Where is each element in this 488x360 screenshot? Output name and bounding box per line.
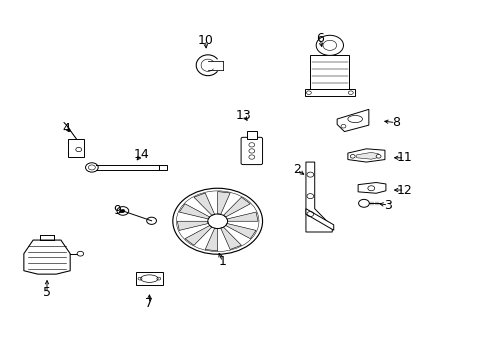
Polygon shape	[217, 192, 230, 214]
Polygon shape	[226, 212, 258, 221]
Text: 7: 7	[145, 297, 153, 310]
Ellipse shape	[141, 275, 158, 282]
Text: 10: 10	[197, 33, 213, 47]
FancyBboxPatch shape	[310, 55, 348, 89]
Polygon shape	[177, 221, 208, 230]
Circle shape	[121, 210, 124, 212]
Polygon shape	[356, 152, 378, 159]
Polygon shape	[184, 225, 211, 245]
Circle shape	[85, 163, 98, 172]
Circle shape	[117, 207, 128, 215]
Polygon shape	[194, 193, 214, 215]
Text: 14: 14	[133, 148, 149, 161]
Text: 3: 3	[384, 199, 391, 212]
Bar	[246, 131, 256, 139]
Circle shape	[248, 149, 254, 153]
Bar	[68, 139, 84, 157]
FancyBboxPatch shape	[241, 137, 262, 165]
Polygon shape	[336, 109, 368, 132]
Circle shape	[248, 143, 254, 147]
Text: 4: 4	[62, 122, 70, 135]
Text: 9: 9	[113, 204, 121, 217]
Circle shape	[375, 154, 380, 158]
Polygon shape	[347, 149, 384, 162]
Polygon shape	[24, 240, 70, 274]
Circle shape	[146, 217, 156, 224]
Bar	[159, 165, 166, 170]
Text: 11: 11	[396, 151, 411, 164]
Text: 1: 1	[218, 255, 226, 268]
Polygon shape	[220, 227, 241, 249]
Text: 13: 13	[235, 109, 251, 122]
Text: 6: 6	[316, 32, 324, 45]
Ellipse shape	[347, 116, 362, 123]
Polygon shape	[225, 224, 256, 239]
Text: 8: 8	[391, 116, 399, 129]
Circle shape	[358, 199, 368, 207]
Polygon shape	[205, 228, 217, 251]
Text: 2: 2	[293, 163, 301, 176]
Circle shape	[367, 186, 374, 191]
Circle shape	[248, 155, 254, 159]
Circle shape	[316, 35, 343, 55]
Text: 5: 5	[43, 287, 51, 300]
Text: 12: 12	[396, 184, 411, 197]
Bar	[305, 89, 354, 96]
Circle shape	[349, 154, 354, 158]
Polygon shape	[223, 197, 250, 217]
Polygon shape	[305, 209, 333, 230]
Polygon shape	[305, 162, 331, 232]
Bar	[136, 272, 163, 285]
Polygon shape	[179, 204, 209, 219]
Polygon shape	[357, 183, 385, 193]
